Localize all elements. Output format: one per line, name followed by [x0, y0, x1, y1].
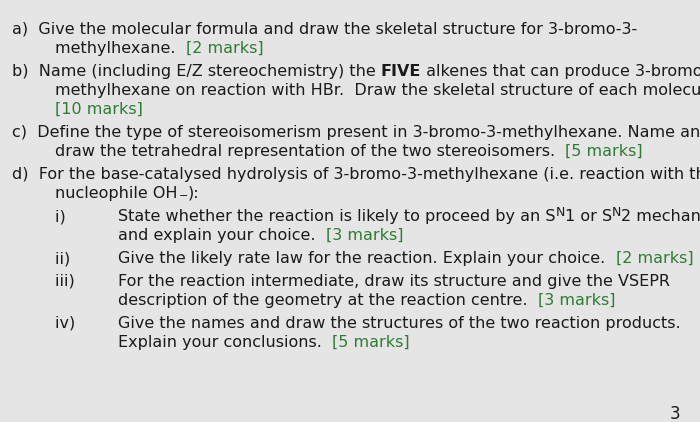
Text: ):: ): [188, 186, 200, 201]
Text: alkenes that can produce 3-bromo-3-: alkenes that can produce 3-bromo-3- [421, 64, 700, 79]
Text: ii): ii) [55, 251, 91, 266]
Text: methylhexane.: methylhexane. [55, 41, 186, 56]
Text: description of the geometry at the reaction centre.: description of the geometry at the react… [118, 293, 538, 308]
Text: iii): iii) [55, 274, 90, 289]
Text: 3: 3 [669, 405, 680, 422]
Text: [5 marks]: [5 marks] [566, 144, 643, 159]
Text: 2 mechanism,: 2 mechanism, [622, 209, 700, 224]
Text: draw the tetrahedral representation of the two stereoisomers.: draw the tetrahedral representation of t… [55, 144, 566, 159]
Text: N: N [612, 206, 622, 219]
Text: [5 marks]: [5 marks] [332, 335, 410, 350]
Text: iv): iv) [55, 316, 96, 331]
Text: [3 marks]: [3 marks] [538, 293, 615, 308]
Text: methylhexane on reaction with HBr.  Draw the skeletal structure of each molecule: methylhexane on reaction with HBr. Draw … [55, 83, 700, 98]
Text: [3 marks]: [3 marks] [326, 228, 403, 243]
Text: Give the likely rate law for the reaction. Explain your choice.: Give the likely rate law for the reactio… [118, 251, 615, 266]
Text: nucleophile OH: nucleophile OH [55, 186, 178, 201]
Text: c)  Define the type of stereoisomerism present in 3-bromo-3-methylhexane. Name a: c) Define the type of stereoisomerism pr… [12, 125, 700, 140]
Text: i): i) [55, 209, 92, 224]
Text: State whether the reaction is likely to proceed by an S: State whether the reaction is likely to … [118, 209, 556, 224]
Text: Explain your conclusions.: Explain your conclusions. [118, 335, 332, 350]
Text: Give the names and draw the structures of the two reaction products.: Give the names and draw the structures o… [118, 316, 680, 331]
Text: 1 or S: 1 or S [565, 209, 612, 224]
Text: [2 marks]: [2 marks] [615, 251, 693, 266]
Text: [2 marks]: [2 marks] [186, 41, 263, 56]
Text: [10 marks]: [10 marks] [55, 102, 143, 117]
Text: N: N [556, 206, 565, 219]
Text: a)  Give the molecular formula and draw the skeletal structure for 3-bromo-3-: a) Give the molecular formula and draw t… [12, 22, 637, 37]
Text: b)  Name (including E/Z stereochemistry) the: b) Name (including E/Z stereochemistry) … [12, 64, 381, 79]
Text: FIVE: FIVE [381, 64, 421, 79]
Text: and explain your choice.: and explain your choice. [118, 228, 326, 243]
Text: For the reaction intermediate, draw its structure and give the VSEPR: For the reaction intermediate, draw its … [118, 274, 670, 289]
Text: d)  For the base-catalysed hydrolysis of 3-bromo-3-methylhexane (i.e. reaction w: d) For the base-catalysed hydrolysis of … [12, 167, 700, 182]
Text: −: − [178, 191, 188, 201]
